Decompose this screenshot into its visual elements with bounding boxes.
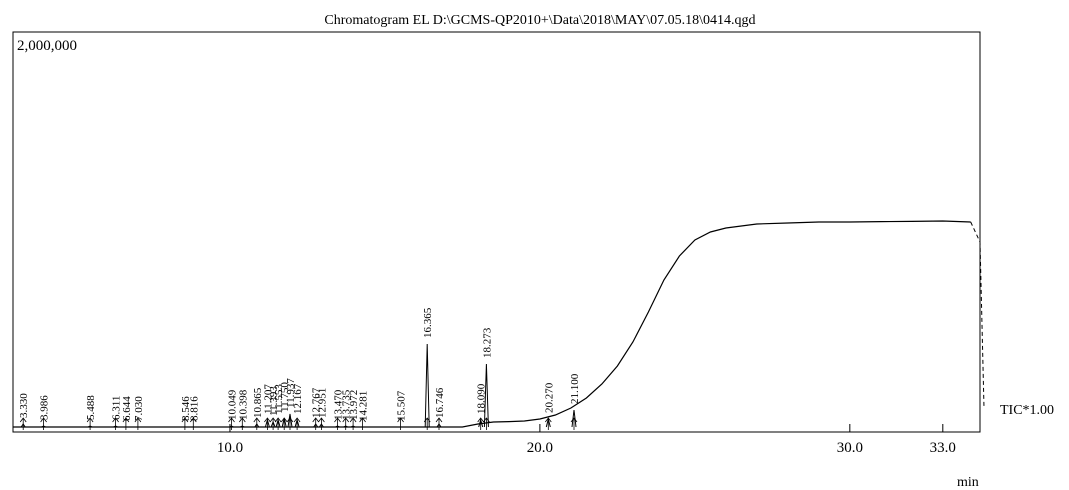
peak-arrow — [122, 417, 130, 430]
peak-label: 12.951 — [316, 388, 328, 418]
x-tick-label: 30.0 — [837, 440, 863, 456]
peak-label: 8.816 — [188, 396, 200, 421]
peak-arrow — [274, 417, 282, 430]
peak-arrow — [359, 417, 366, 430]
peak-label: 11.393 — [268, 386, 280, 416]
y-max-label: 2,000,000 — [17, 38, 77, 54]
peak-label: 15.507 — [396, 390, 408, 421]
peak-arrow — [349, 417, 357, 430]
peak-label: 6.644 — [121, 396, 133, 421]
peak-arrow — [40, 417, 47, 430]
peak-arrow — [112, 417, 119, 430]
peak-label: 10.865 — [252, 387, 264, 418]
peak-label: 16.365 — [422, 307, 434, 338]
peak-label: 13.735 — [341, 389, 353, 420]
peak-label: 14.281 — [358, 391, 370, 421]
peak-arrow — [19, 417, 27, 430]
peak-label: 16.746 — [434, 387, 446, 418]
peak-arrow — [397, 417, 404, 430]
peak-arrow — [342, 417, 350, 430]
peak-label: 3.330 — [18, 393, 30, 418]
peak-label: 11.553 — [273, 384, 285, 414]
peak-label: 12.767 — [311, 387, 323, 418]
peak-arrow — [238, 417, 246, 430]
peak-label: 8.546 — [180, 396, 192, 421]
peak-arrow — [286, 417, 294, 430]
peak-arrow — [435, 417, 443, 430]
peak-label: 10.049 — [227, 389, 239, 420]
peak-label: 18.273 — [481, 327, 493, 358]
x-axis-label: min — [957, 475, 979, 490]
plot-frame — [12, 31, 981, 433]
peak-arrow — [334, 417, 341, 430]
peak-label: 11.750 — [279, 382, 291, 412]
chart-title: Chromatogram EL D:\GCMS-QP2010+\Data\201… — [324, 13, 755, 28]
peak-label: 3.986 — [39, 395, 51, 420]
x-tick-label: 10.0 — [217, 440, 243, 456]
peak-arrow — [181, 417, 189, 430]
trace-label: TIC*1.00 — [1000, 403, 1054, 418]
tic-trace-tail — [970, 221, 985, 409]
peak-arrow — [312, 417, 320, 430]
peak-label: 12.167 — [292, 383, 304, 414]
peak-label: 11.207 — [262, 384, 274, 414]
peak-arrow — [253, 417, 261, 430]
peak-arrow — [318, 417, 325, 430]
peak-arrow — [544, 417, 552, 430]
peak-arrow — [570, 417, 578, 430]
peak-label: 13.470 — [333, 389, 345, 420]
peak-shape — [424, 343, 430, 428]
peak-label: 7.030 — [133, 396, 145, 421]
peak-arrow — [264, 417, 271, 430]
x-tick-label: 33.0 — [930, 440, 956, 456]
peak-shape — [571, 409, 577, 428]
peak-shape — [287, 413, 293, 428]
peak-arrow — [86, 417, 94, 430]
peak-label: 6.311 — [111, 396, 123, 420]
peak-arrow — [134, 417, 142, 430]
peak-label: 5.488 — [85, 395, 97, 420]
peak-shape — [483, 363, 489, 428]
peak-label: 20.270 — [543, 382, 555, 413]
peak-arrow — [189, 417, 197, 430]
peak-arrow — [228, 417, 235, 430]
tic-trace — [13, 220, 971, 428]
peak-label: 13.972 — [348, 390, 360, 420]
peak-arrow — [293, 417, 301, 430]
peak-arrow — [423, 417, 431, 430]
peak-arrow — [269, 417, 277, 430]
peak-label: 21.100 — [569, 373, 581, 404]
peak-label: 11.937 — [285, 378, 297, 408]
x-tick-label: 20.0 — [527, 440, 553, 456]
peak-arrow — [280, 417, 288, 430]
peak-arrow — [483, 417, 490, 430]
peak-label: 10.398 — [237, 389, 249, 420]
x-axis-ticks: 10.0 20.0 30.0 33.0 — [217, 424, 956, 456]
